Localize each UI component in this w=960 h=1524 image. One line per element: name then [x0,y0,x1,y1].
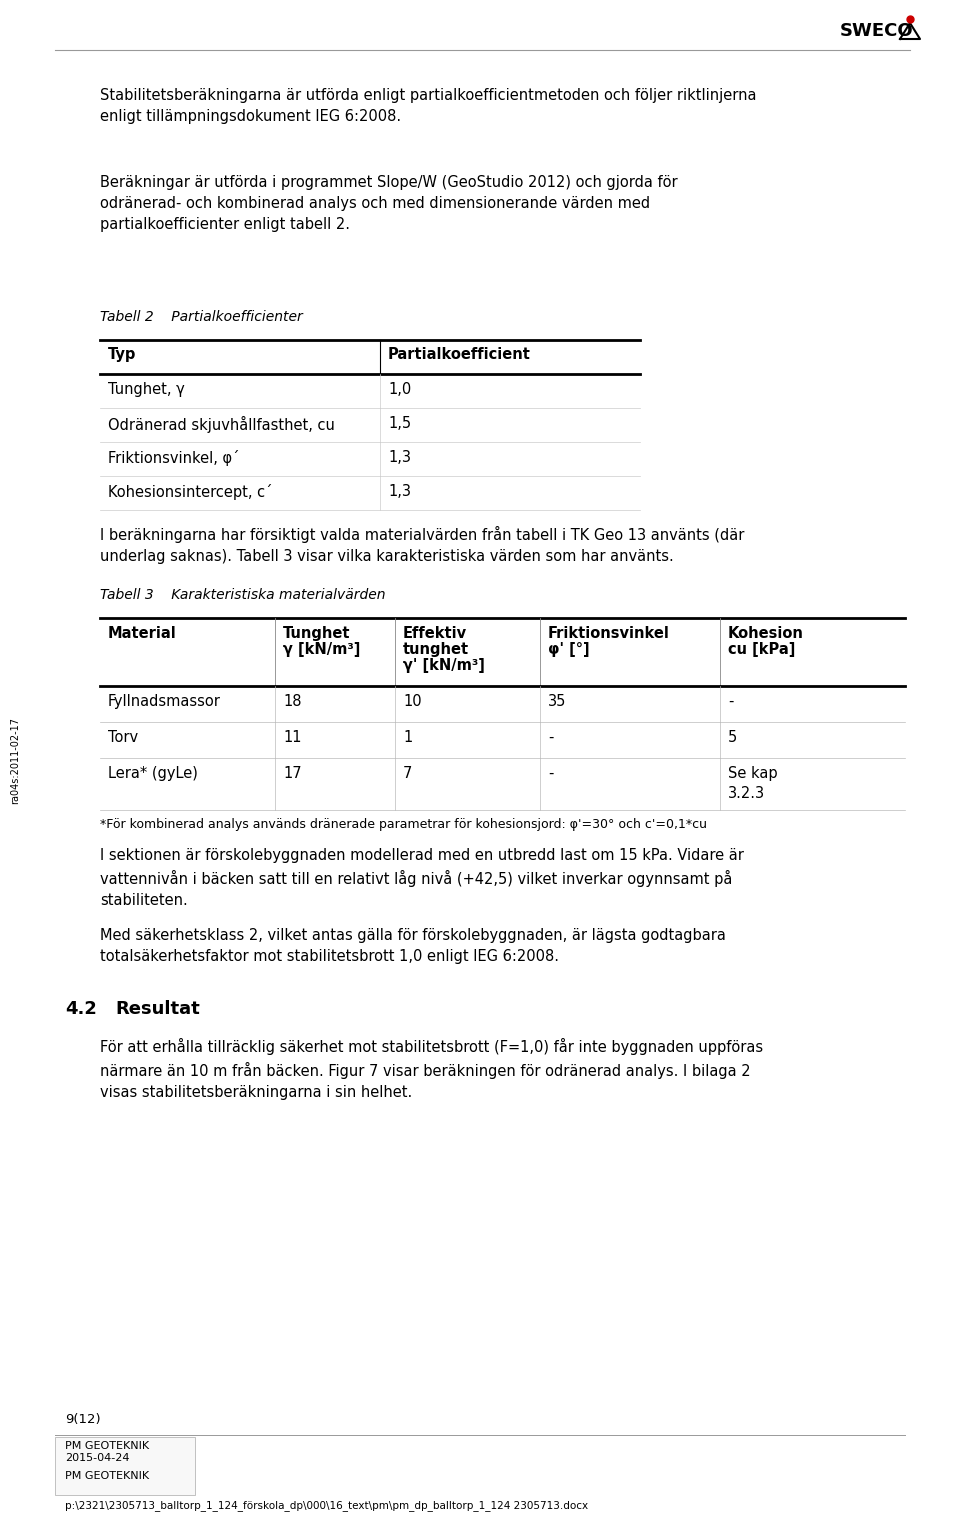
Text: Odränerad skjuvhållfasthet, cu: Odränerad skjuvhållfasthet, cu [108,416,335,433]
Text: 9(12): 9(12) [65,1413,101,1426]
Text: SWECO: SWECO [840,21,914,40]
Text: För att erhålla tillräcklig säkerhet mot stabilitetsbrott (F=1,0) får inte byggn: För att erhålla tillräcklig säkerhet mot… [100,1038,763,1100]
Text: 1,3: 1,3 [388,485,411,498]
Bar [55,1437,195,1495]
Text: γ [kN/m³]: γ [kN/m³] [283,642,360,657]
Text: Resultat: Resultat [115,1000,200,1018]
Text: PM GEOTEKNIK: PM GEOTEKNIK [65,1471,149,1481]
Text: 10: 10 [403,693,421,709]
Text: I sektionen är förskolebyggnaden modellerad med en utbredd last om 15 kPa. Vidar: I sektionen är förskolebyggnaden modelle… [100,847,744,908]
Text: *För kombinerad analys används dränerade parametrar för kohesionsjord: φ'=30° oc: *För kombinerad analys används dränerade… [100,818,707,831]
Text: -: - [728,693,733,709]
Text: γ' [kN/m³]: γ' [kN/m³] [403,658,485,674]
Text: -: - [548,730,553,745]
Text: 1,5: 1,5 [388,416,411,431]
Text: Tunghet: Tunghet [283,626,350,642]
Text: Effektiv: Effektiv [403,626,468,642]
Text: 18: 18 [283,693,301,709]
Text: 35: 35 [548,693,566,709]
Text: p:\2321\2305713_balltorp_1_124_förskola_dp\000\16_text\pm\pm_dp_balltorp_1_124 2: p:\2321\2305713_balltorp_1_124_förskola_… [65,1500,588,1510]
Text: Friktionsvinkel, φ´: Friktionsvinkel, φ´ [108,450,239,466]
Text: Fyllnadsmassor: Fyllnadsmassor [108,693,221,709]
Text: 7: 7 [403,767,413,780]
Text: Tabell 2    Partialkoefficienter: Tabell 2 Partialkoefficienter [100,309,302,325]
Text: Friktionsvinkel: Friktionsvinkel [548,626,670,642]
Text: PM GEOTEKNIK: PM GEOTEKNIK [65,1442,149,1451]
Text: I beräkningarna har försiktigt valda materialvärden från tabell i TK Geo 13 anvä: I beräkningarna har försiktigt valda mat… [100,526,744,564]
Text: Material: Material [108,626,177,642]
Text: Med säkerhetsklass 2, vilket antas gälla för förskolebyggnaden, är lägsta godtag: Med säkerhetsklass 2, vilket antas gälla… [100,928,726,965]
Text: 4.2: 4.2 [65,1000,97,1018]
Text: Kohesionsintercept, c´: Kohesionsintercept, c´ [108,485,273,500]
Text: Tabell 3    Karakteristiska materialvärden: Tabell 3 Karakteristiska materialvärden [100,588,386,602]
Text: Typ: Typ [108,347,136,363]
Text: Partialkoefficient: Partialkoefficient [388,347,531,363]
Text: φ' [°]: φ' [°] [548,642,589,657]
Text: 2015-04-24: 2015-04-24 [65,1452,130,1463]
Text: tunghet: tunghet [403,642,469,657]
Text: 1: 1 [403,730,412,745]
Text: 17: 17 [283,767,301,780]
Text: Se kap
3.2.3: Se kap 3.2.3 [728,767,778,800]
Text: Kohesion: Kohesion [728,626,804,642]
Text: cu [kPa]: cu [kPa] [728,642,796,657]
Text: Torv: Torv [108,730,138,745]
Text: Beräkningar är utförda i programmet Slope/W (GeoStudio 2012) och gjorda för
odrä: Beräkningar är utförda i programmet Slop… [100,175,678,232]
Text: Tunghet, γ: Tunghet, γ [108,383,184,396]
Text: Stabilitetsberäkningarna är utförda enligt partialkoefficientmetoden och följer : Stabilitetsberäkningarna är utförda enli… [100,88,756,123]
Text: 5: 5 [728,730,737,745]
Text: -: - [548,767,553,780]
Text: 1,0: 1,0 [388,383,411,396]
Text: 1,3: 1,3 [388,450,411,465]
Text: ra04s:2011-02-17: ra04s:2011-02-17 [10,716,20,803]
Text: Lera* (gyLe): Lera* (gyLe) [108,767,198,780]
Text: 11: 11 [283,730,301,745]
